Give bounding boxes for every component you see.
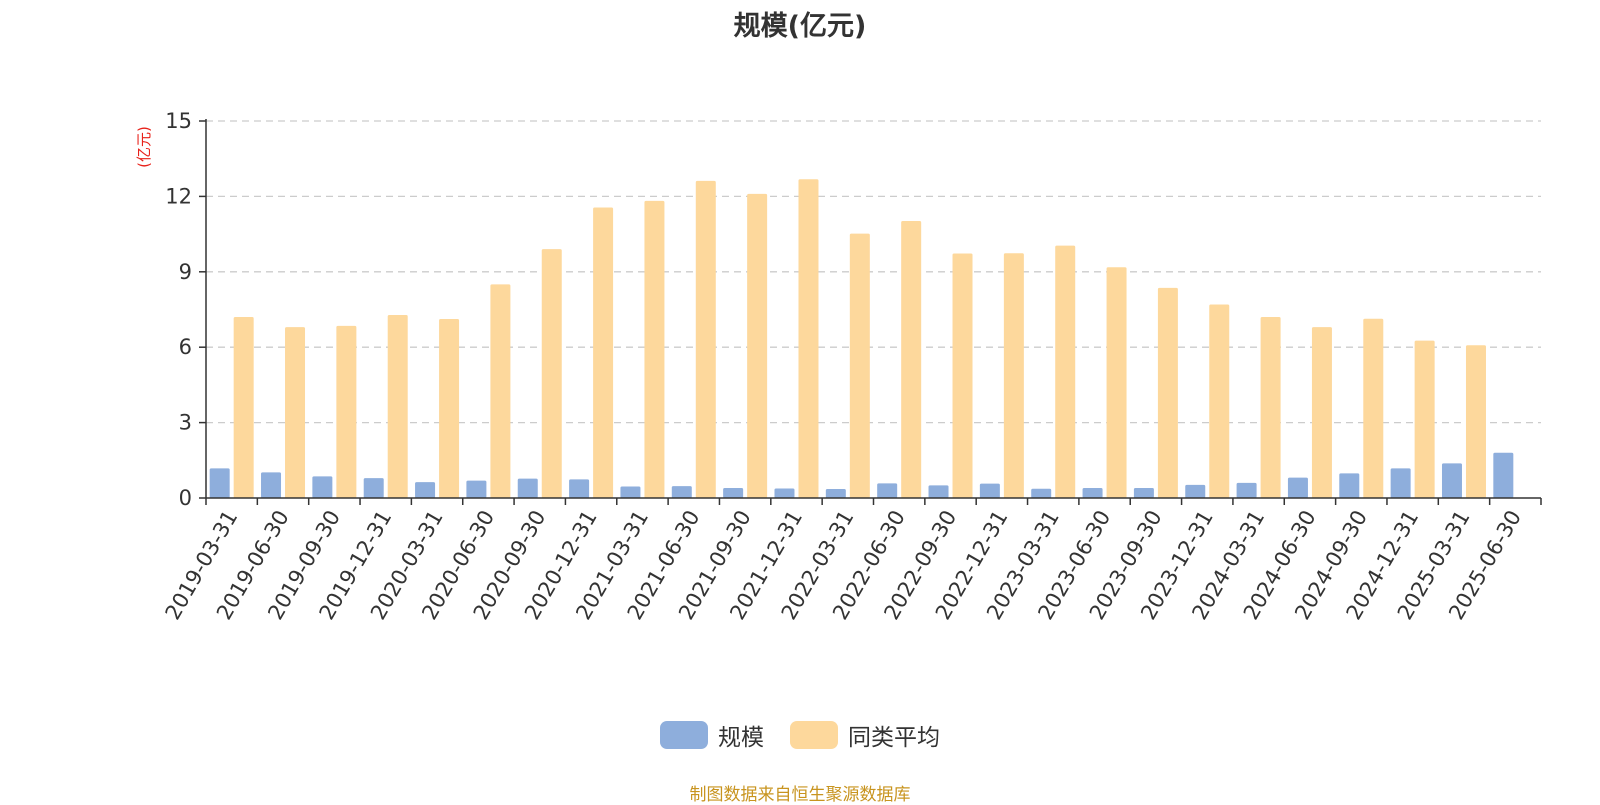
legend-swatch-peer-average: [790, 721, 838, 749]
y-tick-label: 0: [179, 486, 192, 510]
bar-scale: [312, 476, 333, 498]
legend-swatch-scale: [660, 721, 708, 749]
bar-peer-average: [1055, 245, 1076, 498]
legend-item-scale[interactable]: 规模: [660, 718, 764, 752]
bar-peer-average: [387, 315, 408, 498]
bar-scale: [466, 480, 487, 498]
bar-peer-average: [747, 193, 768, 499]
bar-scale: [1236, 482, 1257, 498]
bar-peer-average: [593, 207, 614, 498]
bar-peer-average: [952, 253, 973, 498]
bar-scale: [979, 483, 1000, 498]
gridlines: [206, 120, 1541, 424]
bar-scale: [1493, 452, 1514, 498]
bar-scale: [517, 478, 538, 498]
bar-peer-average: [644, 200, 665, 498]
y-tick-label: 12: [165, 184, 192, 208]
bar-scale: [1133, 487, 1154, 498]
bar-scale: [671, 486, 692, 498]
bar-scale: [1287, 477, 1308, 498]
bar-chart: 036912152019-03-312019-06-302019-09-3020…: [135, 109, 1542, 624]
bar-scale: [1390, 468, 1411, 498]
bar-scale: [825, 488, 846, 498]
bar-peer-average: [901, 221, 922, 498]
legend: 规模 同类平均: [0, 718, 1600, 752]
legend-item-peer-average[interactable]: 同类平均: [790, 718, 940, 752]
bar-scale: [620, 486, 641, 498]
source-note: 制图数据来自恒生聚源数据库: [689, 785, 911, 805]
bar-scale: [415, 482, 436, 498]
bar-peer-average: [336, 325, 357, 498]
bar-peer-average: [849, 233, 870, 498]
bar-scale: [1082, 487, 1103, 498]
bar-peer-average: [1414, 340, 1435, 498]
bar-peer-average: [439, 319, 460, 498]
bar-peer-average: [285, 327, 306, 498]
legend-label-peer-average: 同类平均: [848, 725, 940, 751]
bar-peer-average: [541, 249, 562, 498]
bar-peer-average: [1157, 287, 1178, 498]
bar-scale: [1441, 463, 1462, 498]
bar-scale: [877, 483, 898, 498]
bar-peer-average: [695, 180, 716, 499]
chart-title: 规模(亿元): [733, 11, 867, 42]
bar-scale: [1185, 484, 1206, 498]
bar-scale: [1339, 473, 1360, 498]
bar-peer-average: [233, 317, 254, 498]
y-axis-label: (亿元): [135, 126, 153, 168]
bar-scale: [723, 487, 744, 498]
y-tick-label: 6: [179, 335, 192, 359]
bar-scale: [1031, 488, 1052, 498]
bar-scale: [928, 485, 949, 498]
bars: [209, 179, 1514, 499]
bar-peer-average: [1003, 253, 1024, 498]
y-tick-label: 15: [165, 109, 192, 133]
bar-peer-average: [1209, 304, 1230, 498]
bar-peer-average: [1106, 267, 1127, 498]
bar-scale: [569, 479, 590, 498]
bar-peer-average: [1260, 317, 1281, 498]
bar-scale: [774, 488, 795, 498]
bar-peer-average: [1363, 318, 1384, 498]
bar-peer-average: [1465, 345, 1486, 498]
legend-label-scale: 规模: [718, 725, 764, 751]
bar-scale: [261, 472, 282, 498]
bar-peer-average: [1311, 327, 1332, 498]
bar-peer-average: [798, 179, 819, 498]
bar-scale: [363, 478, 384, 498]
bar-scale: [209, 468, 230, 498]
bar-peer-average: [490, 284, 511, 498]
y-tick-label: 9: [179, 260, 192, 284]
y-tick-label: 3: [179, 411, 192, 435]
